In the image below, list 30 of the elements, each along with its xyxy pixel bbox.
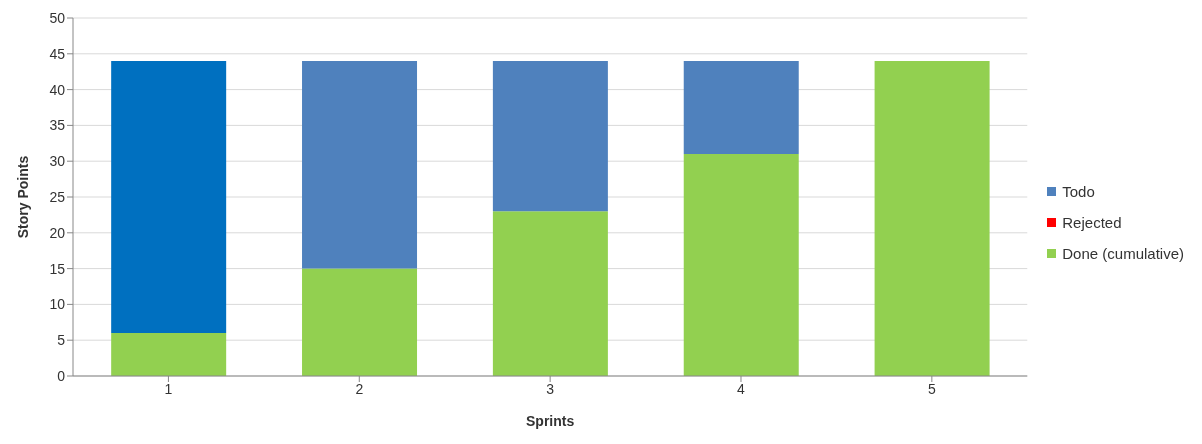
y-axis-title: Story Points bbox=[14, 155, 31, 239]
y-tick-label: 20 bbox=[49, 224, 66, 241]
y-tick-label: 30 bbox=[49, 153, 66, 170]
bar bbox=[492, 60, 608, 212]
y-tick-label: 45 bbox=[49, 45, 66, 62]
y-tick-label: 50 bbox=[49, 9, 66, 26]
x-tick-label: 4 bbox=[737, 380, 746, 397]
bar bbox=[683, 60, 799, 155]
legend-label: Done (cumulative) bbox=[1062, 244, 1184, 262]
bar bbox=[111, 333, 227, 376]
y-tick-label: 5 bbox=[57, 332, 66, 349]
y-tick-label: 35 bbox=[49, 117, 66, 134]
x-tick-label: 2 bbox=[355, 380, 364, 397]
legend-label: Rejected bbox=[1062, 213, 1122, 231]
bar bbox=[683, 154, 799, 376]
x-tick-label: 5 bbox=[927, 380, 936, 397]
y-tick-label: 40 bbox=[49, 81, 66, 98]
bar bbox=[302, 60, 418, 269]
x-axis-title: Sprints bbox=[526, 413, 575, 429]
y-tick-label: 25 bbox=[49, 188, 66, 205]
y-tick-label: 10 bbox=[49, 296, 66, 313]
y-tick-label: 0 bbox=[57, 367, 66, 384]
y-tick-label: 15 bbox=[49, 260, 66, 277]
bar bbox=[492, 211, 608, 376]
x-tick-label: 3 bbox=[546, 380, 555, 397]
legend-label: Todo bbox=[1062, 182, 1095, 200]
bar bbox=[302, 268, 418, 376]
bar bbox=[874, 60, 990, 376]
bar bbox=[111, 60, 227, 334]
x-tick-label: 1 bbox=[164, 380, 173, 397]
